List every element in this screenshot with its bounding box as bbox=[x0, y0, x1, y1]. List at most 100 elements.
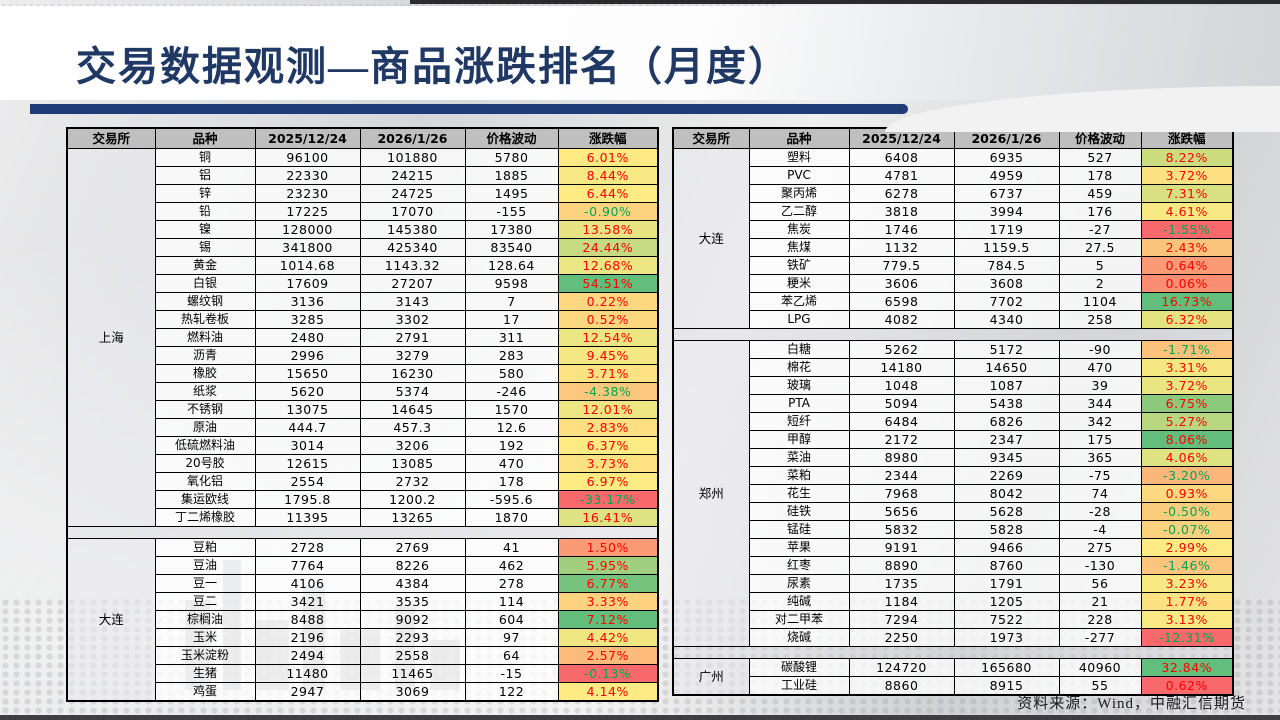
header-panel bbox=[0, 6, 1280, 100]
change-cell: 459 bbox=[1058, 184, 1142, 203]
price-prev-cell: 128000 bbox=[254, 220, 361, 239]
commodity-cell: 菜油 bbox=[748, 448, 850, 467]
pct-cell: -1.71% bbox=[1140, 340, 1234, 359]
price-prev-cell: 779.5 bbox=[848, 256, 955, 275]
table-row: 豆二 3421 3535 114 3.33% bbox=[67, 592, 659, 611]
pct-cell: 3.13% bbox=[1140, 610, 1234, 629]
table-row: 硅铁 5656 5628 -28 -0.50% bbox=[673, 502, 1234, 521]
table-row: 工业硅 8860 8915 55 0.62% bbox=[673, 676, 1234, 696]
price-prev-cell: 6278 bbox=[848, 184, 955, 203]
commodity-cell: 工业硅 bbox=[748, 676, 850, 696]
pct-cell: 8.22% bbox=[1140, 148, 1234, 167]
price-prev-cell: 12615 bbox=[254, 454, 361, 473]
table-row: 郑州 白糖 5262 5172 -90 -1.71% bbox=[672, 340, 1234, 647]
commodity-cell: 纸浆 bbox=[154, 382, 256, 401]
change-cell: 178 bbox=[1058, 166, 1142, 185]
change-cell: 7 bbox=[464, 292, 559, 311]
change-cell: 344 bbox=[1058, 394, 1142, 413]
pct-cell: -3.20% bbox=[1140, 466, 1234, 485]
pct-cell: 12.01% bbox=[557, 400, 659, 419]
price-prev-cell: 14180 bbox=[848, 358, 955, 377]
pct-cell: 3.72% bbox=[1140, 376, 1234, 395]
table-row: 集运欧线 1795.8 1200.2 -595.6 -33.17% bbox=[67, 490, 659, 509]
title-underline-bar bbox=[30, 104, 908, 114]
commodity-cell: 纯碱 bbox=[748, 592, 850, 611]
commodity-cell: 碳酸锂 bbox=[748, 658, 850, 677]
price-prev-cell: 1795.8 bbox=[254, 490, 361, 509]
commodity-cell: 不锈钢 bbox=[154, 400, 256, 419]
change-cell: 228 bbox=[1058, 610, 1142, 629]
commodity-table-right: 交易所 品种 2025/12/24 2026/1/26 价格波动 涨跌幅 大连 塑料 6408 6… bbox=[672, 127, 1234, 696]
change-cell: -595.6 bbox=[464, 490, 559, 509]
table-row: 黄金 1014.68 1143.32 128.64 12.68% bbox=[67, 256, 659, 275]
price-prev-cell: 8890 bbox=[848, 556, 955, 575]
commodity-cell: 丁二烯橡胶 bbox=[154, 508, 256, 527]
commodity-cell: 豆粕 bbox=[154, 538, 256, 557]
exchange-cell: 大连 bbox=[672, 148, 750, 329]
price-prev-cell: 96100 bbox=[254, 148, 361, 167]
change-cell: 9598 bbox=[464, 274, 559, 293]
column-header: 2025/12/24 bbox=[848, 127, 955, 149]
price-prev-cell: 2728 bbox=[254, 538, 361, 557]
table-row: 锌 23230 24725 1495 6.44% bbox=[67, 184, 659, 203]
page-title: 交易数据观测—商品涨跌排名（月度） bbox=[76, 44, 790, 89]
price-prev-cell: 4106 bbox=[254, 574, 361, 593]
pct-cell: 2.99% bbox=[1140, 538, 1234, 557]
table-row: 红枣 8890 8760 -130 -1.46% bbox=[673, 556, 1234, 575]
price-prev-cell: 3014 bbox=[254, 436, 361, 455]
pct-cell: 2.83% bbox=[557, 418, 659, 437]
price-curr-cell: 9092 bbox=[359, 610, 466, 629]
price-prev-cell: 8488 bbox=[254, 610, 361, 629]
price-curr-cell: 3535 bbox=[359, 592, 466, 611]
price-prev-cell: 3606 bbox=[848, 274, 955, 293]
price-prev-cell: 3285 bbox=[254, 310, 361, 329]
commodity-cell: 玻璃 bbox=[748, 376, 850, 395]
change-cell: 97 bbox=[464, 628, 559, 647]
pct-cell: 6.32% bbox=[1140, 310, 1234, 329]
source-note: 资料来源：Wind，中融汇信期货 bbox=[1017, 696, 1246, 712]
pct-cell: 1.77% bbox=[1140, 592, 1234, 611]
table-row: 乙二醇 3818 3994 176 4.61% bbox=[673, 202, 1234, 221]
change-cell: 39 bbox=[1058, 376, 1142, 395]
commodity-cell: 白糖 bbox=[748, 340, 850, 359]
table-row: 锡 341800 425340 83540 24.44% bbox=[67, 238, 659, 257]
change-cell: 1570 bbox=[464, 400, 559, 419]
commodity-cell: 铁矿 bbox=[748, 256, 850, 275]
price-prev-cell: 3421 bbox=[254, 592, 361, 611]
change-cell: 178 bbox=[464, 472, 559, 491]
pct-cell: -4.38% bbox=[557, 382, 659, 401]
commodity-cell: 沥青 bbox=[154, 346, 256, 365]
price-curr-cell: 2347 bbox=[953, 430, 1060, 449]
commodity-cell: 豆油 bbox=[154, 556, 256, 575]
price-curr-cell: 1791 bbox=[953, 574, 1060, 593]
price-prev-cell: 6484 bbox=[848, 412, 955, 431]
commodity-cell: 烧碱 bbox=[748, 628, 850, 647]
commodity-cell: 粳米 bbox=[748, 274, 850, 293]
table-row: PTA 5094 5438 344 6.75% bbox=[673, 394, 1234, 413]
change-cell: 275 bbox=[1058, 538, 1142, 557]
price-curr-cell: 8760 bbox=[953, 556, 1060, 575]
pct-cell: 54.51% bbox=[557, 274, 659, 293]
price-curr-cell: 2269 bbox=[953, 466, 1060, 485]
price-prev-cell: 1048 bbox=[848, 376, 955, 395]
pct-cell: 13.58% bbox=[557, 220, 659, 239]
exchange-cell: 郑州 bbox=[672, 340, 750, 647]
top-edge-line bbox=[410, 0, 1280, 4]
commodity-cell: PTA bbox=[748, 394, 850, 413]
section-gap bbox=[672, 646, 1234, 659]
price-curr-cell: 1973 bbox=[953, 628, 1060, 647]
pct-cell: 12.68% bbox=[557, 256, 659, 275]
table-row: 低硫燃料油 3014 3206 192 6.37% bbox=[67, 436, 659, 455]
table-row: 大连 豆粕 2728 2769 41 1.50% bbox=[66, 538, 659, 702]
commodity-cell: 对二甲苯 bbox=[748, 610, 850, 629]
price-prev-cell: 8980 bbox=[848, 448, 955, 467]
price-curr-cell: 8042 bbox=[953, 484, 1060, 503]
table-row: LPG 4082 4340 258 6.32% bbox=[673, 310, 1234, 329]
commodity-cell: 铜 bbox=[154, 148, 256, 167]
commodity-cell: 锌 bbox=[154, 184, 256, 203]
commodity-cell: 焦炭 bbox=[748, 220, 850, 239]
change-cell: 64 bbox=[464, 646, 559, 665]
pct-cell: 9.45% bbox=[557, 346, 659, 365]
pct-cell: -1.55% bbox=[1140, 220, 1234, 239]
table-row: 不锈钢 13075 14645 1570 12.01% bbox=[67, 400, 659, 419]
